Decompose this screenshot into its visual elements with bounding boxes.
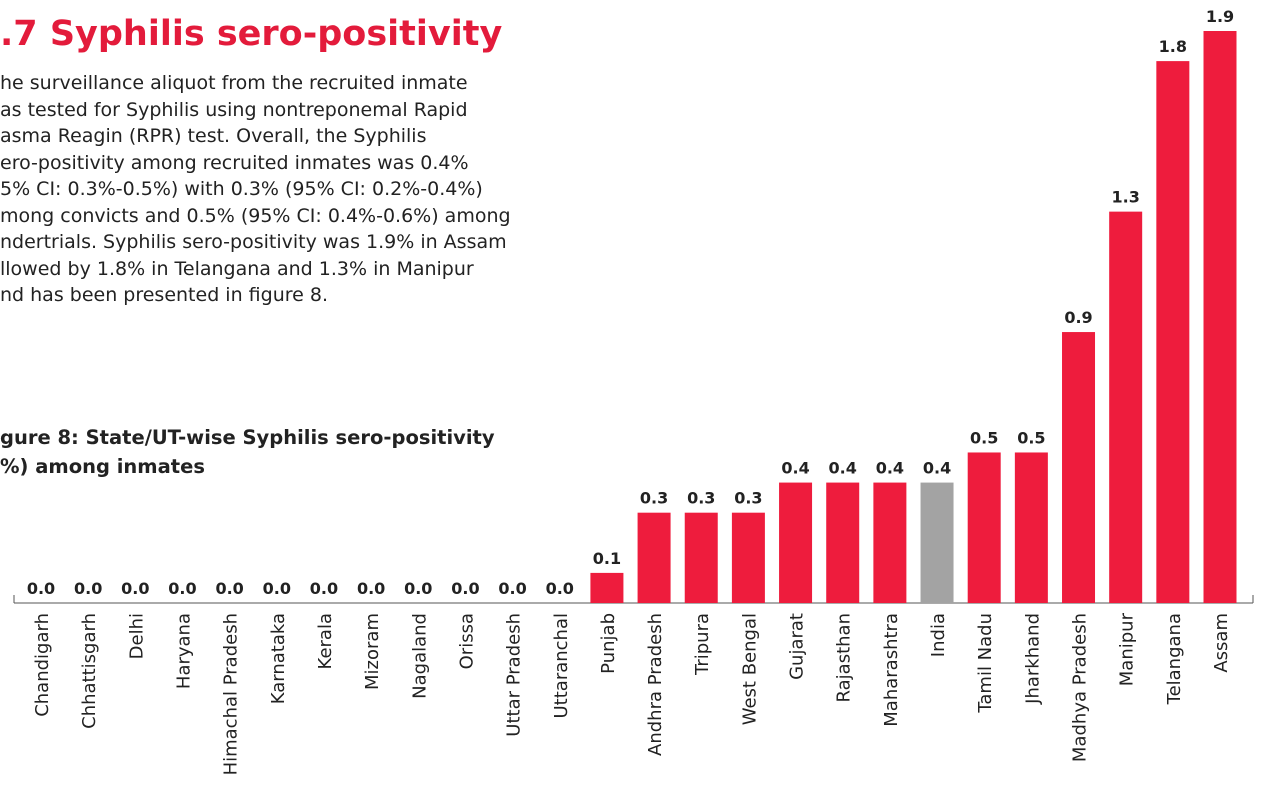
value-label: 0.3 xyxy=(687,489,715,508)
value-label: 0.0 xyxy=(357,579,385,598)
value-label: 0.3 xyxy=(640,489,668,508)
x-tick-label: Tripura xyxy=(692,613,713,676)
x-tick-label: Punjab xyxy=(598,613,619,674)
bar xyxy=(920,482,954,603)
x-tick-label: Chandigarh xyxy=(32,613,53,717)
value-label: 0.3 xyxy=(734,489,762,508)
x-tick-label: Nagaland xyxy=(409,613,430,699)
value-label: 0.0 xyxy=(498,579,526,598)
x-tick-label: Delhi xyxy=(126,613,147,659)
x-tick-label: Uttar Pradesh xyxy=(504,613,525,737)
x-tick-label: Himachal Pradesh xyxy=(221,613,242,775)
bar xyxy=(1109,211,1143,603)
bar xyxy=(1156,61,1190,603)
value-label: 1.9 xyxy=(1206,7,1234,26)
x-tick-label: Jharkhand xyxy=(1022,613,1043,705)
value-label: 0.0 xyxy=(121,579,149,598)
x-tick-label: Chhattisgarh xyxy=(79,613,100,729)
heading: .7 Syphilis sero-positivity xyxy=(0,14,503,54)
value-label: 0.4 xyxy=(876,459,904,478)
value-label: 0.0 xyxy=(310,579,338,598)
value-label: 0.4 xyxy=(829,459,857,478)
bar xyxy=(684,512,718,603)
value-label: 0.5 xyxy=(970,428,998,447)
bar xyxy=(967,452,1001,603)
bar xyxy=(590,572,624,603)
value-label: 0.0 xyxy=(215,579,243,598)
paragraph-line: ero-positivity among recruited inmates w… xyxy=(0,151,469,174)
paragraph-line: llowed by 1.8% in Telangana and 1.3% in … xyxy=(0,257,474,280)
value-label: 0.9 xyxy=(1064,308,1092,327)
caption-line: %) among inmates xyxy=(0,455,205,478)
value-label: 0.0 xyxy=(74,579,102,598)
caption-line: gure 8: State/UT-wise Syphilis sero-posi… xyxy=(0,426,495,449)
paragraph-line: asma Reagin (RPR) test. Overall, the Syp… xyxy=(0,125,427,147)
x-tick-label: Haryana xyxy=(173,613,194,689)
value-label: 0.4 xyxy=(781,459,809,478)
x-tick-label: West Bengal xyxy=(739,613,760,725)
x-tick-label: Andhra Pradesh xyxy=(645,613,666,756)
value-label: 0.0 xyxy=(404,579,432,598)
bar xyxy=(1062,332,1096,603)
paragraph-line: ndertrials. Syphilis sero-positivity was… xyxy=(0,231,507,253)
value-label: 0.5 xyxy=(1017,428,1045,447)
x-tick-label: Madhya Pradesh xyxy=(1070,613,1091,762)
paragraph-line: 5% CI: 0.3%-0.5%) with 0.3% (95% CI: 0.2… xyxy=(0,178,483,200)
x-tick-label: Orissa xyxy=(456,613,477,669)
x-tick-label: India xyxy=(928,613,949,657)
x-tick-label: Manipur xyxy=(1117,612,1138,686)
bar xyxy=(731,512,765,603)
paragraph: he surveillance aliquot from the recruit… xyxy=(0,70,511,309)
bar xyxy=(873,482,907,603)
x-tick-label: Gujarat xyxy=(787,613,808,680)
value-label: 0.1 xyxy=(593,549,621,568)
x-tick-label: Telangana xyxy=(1164,613,1185,705)
value-label: 0.0 xyxy=(451,579,479,598)
paragraph-line: mong convicts and 0.5% (95% CI: 0.4%-0.6… xyxy=(0,204,511,227)
x-tick-label: Rajasthan xyxy=(834,613,855,702)
value-label: 0.0 xyxy=(27,579,55,598)
x-tick-label: Maharashtra xyxy=(881,613,902,727)
x-tick-label: Assam xyxy=(1211,613,1232,673)
paragraph-line: as tested for Syphilis using nontreponem… xyxy=(0,98,468,121)
bar xyxy=(779,482,813,603)
value-label: 1.8 xyxy=(1159,37,1187,56)
x-tick-label: Kerala xyxy=(315,613,336,669)
bar xyxy=(1014,452,1048,603)
caption: gure 8: State/UT-wise Syphilis sero-posi… xyxy=(0,423,495,481)
bar xyxy=(637,512,671,603)
paragraph-line: nd has been presented in figure 8. xyxy=(0,284,328,306)
value-label: 0.0 xyxy=(168,579,196,598)
x-tick-label: Uttaranchal xyxy=(551,613,572,719)
value-label: 0.0 xyxy=(546,579,574,598)
value-label: 0.0 xyxy=(263,579,291,598)
x-tick-label: Karnataka xyxy=(268,613,289,704)
x-tick-label: Mizoram xyxy=(362,613,383,690)
bar xyxy=(1203,31,1237,603)
bar xyxy=(826,482,860,603)
value-label: 1.3 xyxy=(1112,188,1140,207)
value-label: 0.4 xyxy=(923,459,951,478)
x-tick-label: Tamil Nadu xyxy=(975,613,996,714)
paragraph-line: he surveillance aliquot from the recruit… xyxy=(0,72,468,94)
